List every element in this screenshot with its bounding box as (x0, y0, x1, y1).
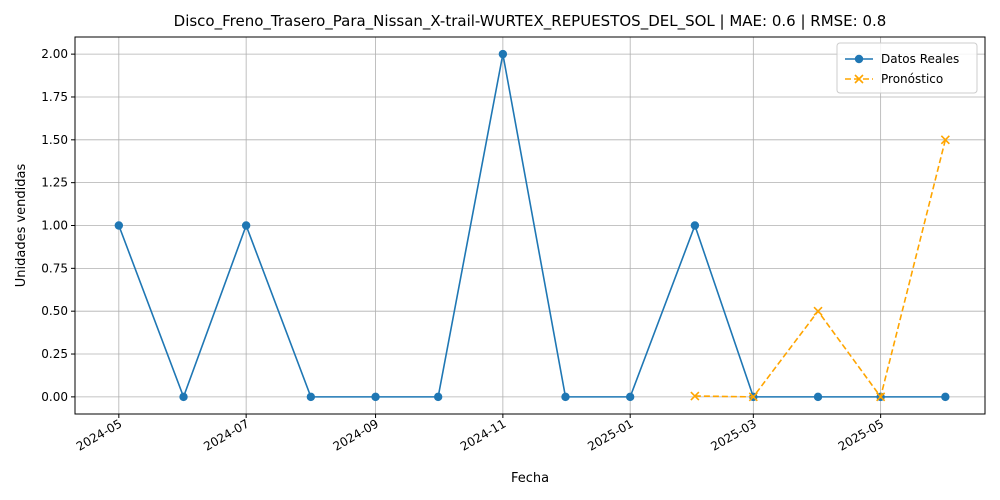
chart-title: Disco_Freno_Trasero_Para_Nissan_X-trail-… (174, 12, 887, 31)
data-point (179, 392, 188, 402)
series-layer (114, 49, 950, 402)
series-pronostico (690, 135, 950, 402)
data-point (941, 392, 950, 402)
y-axis-label: Unidades vendidas (14, 164, 29, 288)
series-line (118, 53, 946, 400)
legend-box (836, 42, 978, 94)
y-tick-label: 1.75 (41, 90, 68, 104)
y-tick-label: 2.00 (41, 47, 68, 61)
x-tick-label: 2025-01 (585, 416, 635, 453)
data-point (813, 392, 823, 402)
y-tick-label: 1.25 (41, 176, 68, 190)
data-point (114, 221, 124, 230)
data-point (876, 392, 886, 402)
y-tick-label: 0.50 (41, 304, 68, 318)
y-tick-label: 1.50 (41, 133, 68, 147)
x-axis: 2024-05 2024-07 2024-09 2024-11 2025-01 2025-… (74, 414, 886, 454)
data-point (690, 391, 700, 401)
y-tick-label: 0.00 (41, 390, 68, 404)
legend-entry: Datos Reales (845, 52, 959, 66)
x-tick-label: 2024-09 (331, 416, 381, 453)
data-point (940, 135, 950, 145)
y-tick-label: 1.00 (41, 219, 68, 233)
x-tick-label: 2024-11 (458, 416, 508, 453)
legend-entry: Pronóstico (845, 72, 943, 86)
legend: Datos Reales Pronóstico (836, 42, 978, 94)
x-tick-label: 2025-05 (836, 416, 886, 453)
legend-label: Datos Reales (881, 52, 959, 66)
y-tick-label: 0.75 (41, 261, 68, 275)
x-axis-label: Fecha (511, 471, 549, 486)
x-tick-label: 2024-07 (201, 416, 251, 453)
data-point (813, 306, 823, 316)
legend-marker (854, 74, 864, 84)
x-tick-label: 2024-05 (74, 416, 124, 453)
y-axis: 0.00 0.25 0.50 0.75 1.00 1.25 1.50 1.75 2.00 (41, 47, 75, 404)
data-point (498, 49, 508, 59)
data-point (561, 392, 570, 402)
legend-label: Pronóstico (881, 72, 943, 86)
data-point (748, 392, 758, 402)
data-point (306, 392, 316, 402)
data-point (241, 221, 251, 230)
data-point (690, 221, 700, 230)
y-tick-label: 0.25 (41, 347, 68, 361)
data-point (433, 392, 443, 402)
legend-marker (854, 54, 864, 64)
x-tick-label: 2025-03 (708, 416, 758, 453)
data-point (625, 392, 635, 402)
data-point (371, 392, 380, 402)
grid (75, 37, 985, 414)
